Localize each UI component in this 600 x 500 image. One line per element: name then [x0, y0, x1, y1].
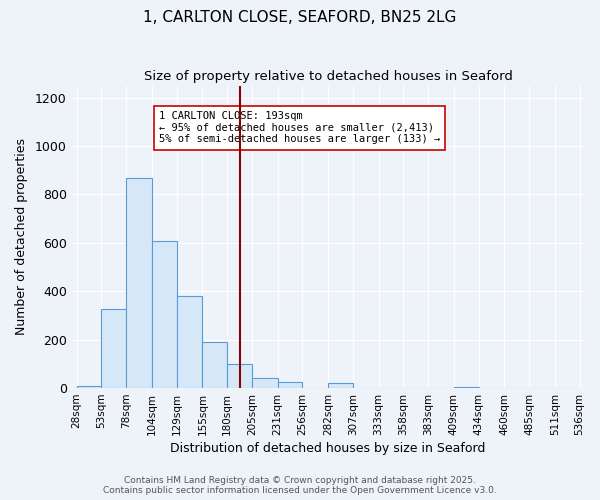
Bar: [101, 310, 126, 388]
Bar: [328, 383, 353, 388]
Bar: [454, 387, 479, 388]
Text: 1, CARLTON CLOSE, SEAFORD, BN25 2LG: 1, CARLTON CLOSE, SEAFORD, BN25 2LG: [143, 10, 457, 25]
X-axis label: Distribution of detached houses by size in Seaford: Distribution of detached houses by size …: [170, 442, 486, 455]
Bar: [252, 378, 278, 388]
Text: Contains HM Land Registry data © Crown copyright and database right 2025.
Contai: Contains HM Land Registry data © Crown c…: [103, 476, 497, 495]
Title: Size of property relative to detached houses in Seaford: Size of property relative to detached ho…: [143, 70, 512, 83]
Y-axis label: Number of detached properties: Number of detached properties: [15, 138, 28, 336]
Bar: [152, 241, 176, 388]
Bar: [77, 386, 101, 388]
Bar: [126, 178, 152, 388]
Text: 1 CARLTON CLOSE: 193sqm
← 95% of detached houses are smaller (2,413)
5% of semi-: 1 CARLTON CLOSE: 193sqm ← 95% of detache…: [159, 112, 440, 144]
Bar: [176, 296, 202, 388]
Bar: [202, 342, 227, 388]
Bar: [278, 382, 302, 388]
Bar: [227, 364, 252, 388]
